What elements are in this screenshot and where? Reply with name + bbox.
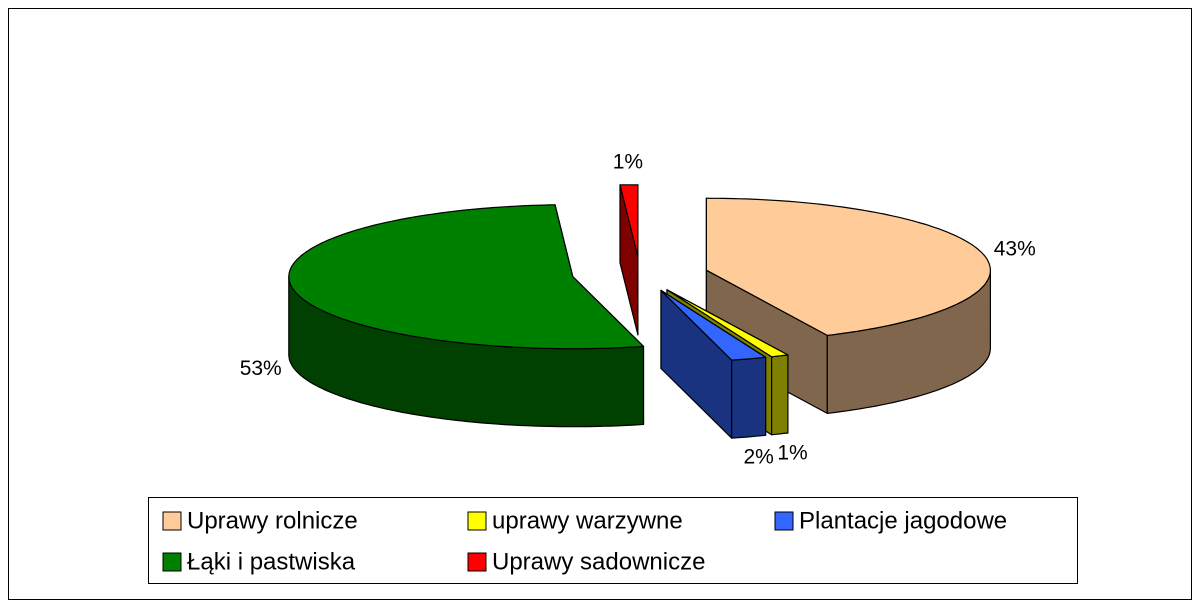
legend-swatch — [467, 511, 487, 531]
data-label: 2% — [743, 445, 773, 468]
legend-label: Łąki i pastwiska — [187, 548, 356, 575]
legend-label: uprawy warzywne — [492, 507, 683, 534]
legend-swatch — [162, 511, 182, 531]
slice — [666, 289, 789, 358]
slice-side — [730, 356, 767, 439]
slice — [705, 197, 992, 336]
legend-label: Uprawy sadownicze — [492, 548, 705, 575]
legend-swatch — [162, 552, 182, 572]
data-label: 53% — [240, 357, 282, 380]
slice — [288, 204, 645, 350]
legend-swatch — [774, 511, 794, 531]
legend-label: Plantacje jagodowe — [799, 507, 1007, 534]
slice — [619, 184, 639, 258]
data-label: 43% — [994, 237, 1036, 260]
slice-side — [770, 354, 789, 436]
legend-box — [148, 497, 1078, 584]
slice — [660, 289, 767, 361]
legend-label: Uprawy rolnicze — [187, 507, 358, 534]
legend-swatch — [467, 552, 487, 572]
data-label: 1% — [777, 442, 807, 465]
data-label: 1% — [613, 150, 643, 173]
